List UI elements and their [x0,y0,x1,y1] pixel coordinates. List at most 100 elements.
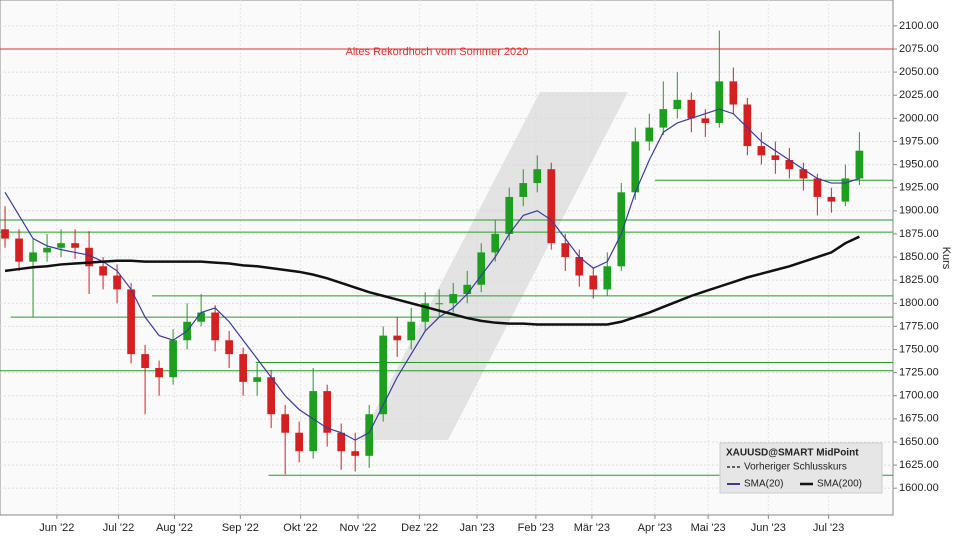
x-tick-label: Dez '22 [401,522,438,534]
y-tick-label: 1975.00 [899,135,939,147]
candle-body [379,335,388,415]
x-tick-label: Jan '23 [459,522,494,534]
x-tick-label: Sep '22 [222,522,259,534]
y-tick-label: 2100.00 [899,20,939,32]
y-tick-label: 1825.00 [899,274,939,286]
y-axis-label: Kurs [940,247,952,270]
candle-body [127,289,135,355]
x-tick-label: Aug '22 [156,522,193,534]
legend-item: SMA(20) [744,479,783,490]
candle-body [393,335,402,341]
y-tick-label: 1800.00 [899,297,939,309]
x-tick-label: Mai '23 [691,522,726,534]
legend-item: SMA(200) [817,479,862,490]
candle-body [365,414,374,456]
candle-body [85,247,93,267]
candle-body [281,414,290,433]
sma-line [4,235,860,326]
y-tick-label: 1900.00 [899,205,939,217]
candle-body [617,192,626,267]
candle-body [841,178,850,202]
candle-body [71,243,79,248]
sma-line [4,108,860,441]
candle-body [155,367,163,378]
candle-body [855,150,864,179]
candle-body [827,196,836,202]
y-tick-label: 1650.00 [899,436,939,448]
candle-body [603,266,612,290]
candle-body [169,340,177,378]
candle-body [267,377,276,415]
candle-body [533,169,542,184]
y-tick-label: 1600.00 [899,482,939,494]
candle-body [799,169,808,179]
y-tick-label: 2050.00 [899,66,939,78]
candle-body [407,321,416,341]
candle-body [99,266,107,276]
legend-title: XAUUSD@SMART MidPoint [726,448,859,459]
y-tick-label: 1875.00 [899,228,939,240]
candle-body [673,99,682,110]
y-tick-label: 1725.00 [899,367,939,379]
candle-body [309,391,318,452]
y-tick-label: 1675.00 [899,413,939,425]
candle-body [715,81,724,123]
candle-body [645,127,654,142]
candle-body [589,275,598,290]
y-tick-label: 1775.00 [899,320,939,332]
y-tick-label: 1925.00 [899,182,939,194]
x-tick-label: Mär '23 [574,522,610,534]
candle-body [337,432,346,452]
x-tick-label: Jul '22 [103,522,134,534]
candle-body [1,229,9,239]
candle-body [211,312,219,341]
x-tick-label: Apr '23 [638,522,673,534]
y-tick-label: 2000.00 [899,112,939,124]
x-tick-label: Feb '23 [518,522,554,534]
marks [0,30,893,476]
candle-body [813,178,822,197]
y-tick-label: 1850.00 [899,251,939,263]
candle-body [547,169,556,244]
candle-body [729,81,738,105]
candle-body [505,196,514,234]
candle-body [253,377,261,382]
candle-body [659,109,668,128]
legend-item: Vorheriger Schlusskurs [744,462,847,473]
candle-body [43,247,51,253]
x-tick-label: Jun '23 [751,522,786,534]
y-tick-label: 1750.00 [899,343,939,355]
candle-body [57,243,65,248]
candle-body [421,303,430,322]
candle-body [519,183,528,197]
watermark [360,92,628,440]
x-tick-label: Jun '22 [39,522,74,534]
candle-body [435,303,444,305]
candle-body [743,104,752,147]
candle-body [141,354,149,368]
candle-body [295,432,304,452]
candle-body [575,257,584,276]
annotation: Altes Rekordhoch vom Sommer 2020 [346,46,529,58]
candle-body [113,275,121,290]
candle-body [197,312,205,322]
y-tick-label: 2075.00 [899,43,939,55]
candle-body [687,99,696,119]
candle-body [771,155,780,160]
candle-body [701,118,710,123]
candle-body [477,252,486,285]
candle-body [785,159,794,170]
x-tick-label: Nov '22 [340,522,377,534]
candle-body [15,238,23,262]
candle-body [29,252,37,262]
candle-body [463,284,472,295]
legend: XAUUSD@SMART MidPoint Vorheriger Schluss… [719,442,883,494]
candle-body [225,340,233,355]
candle-body [491,233,500,253]
candle-body [323,391,332,433]
candle-body [239,354,247,382]
y-tick-label: 1700.00 [899,390,939,402]
candle-body [757,146,766,156]
y-tick-label: 1625.00 [899,459,939,471]
